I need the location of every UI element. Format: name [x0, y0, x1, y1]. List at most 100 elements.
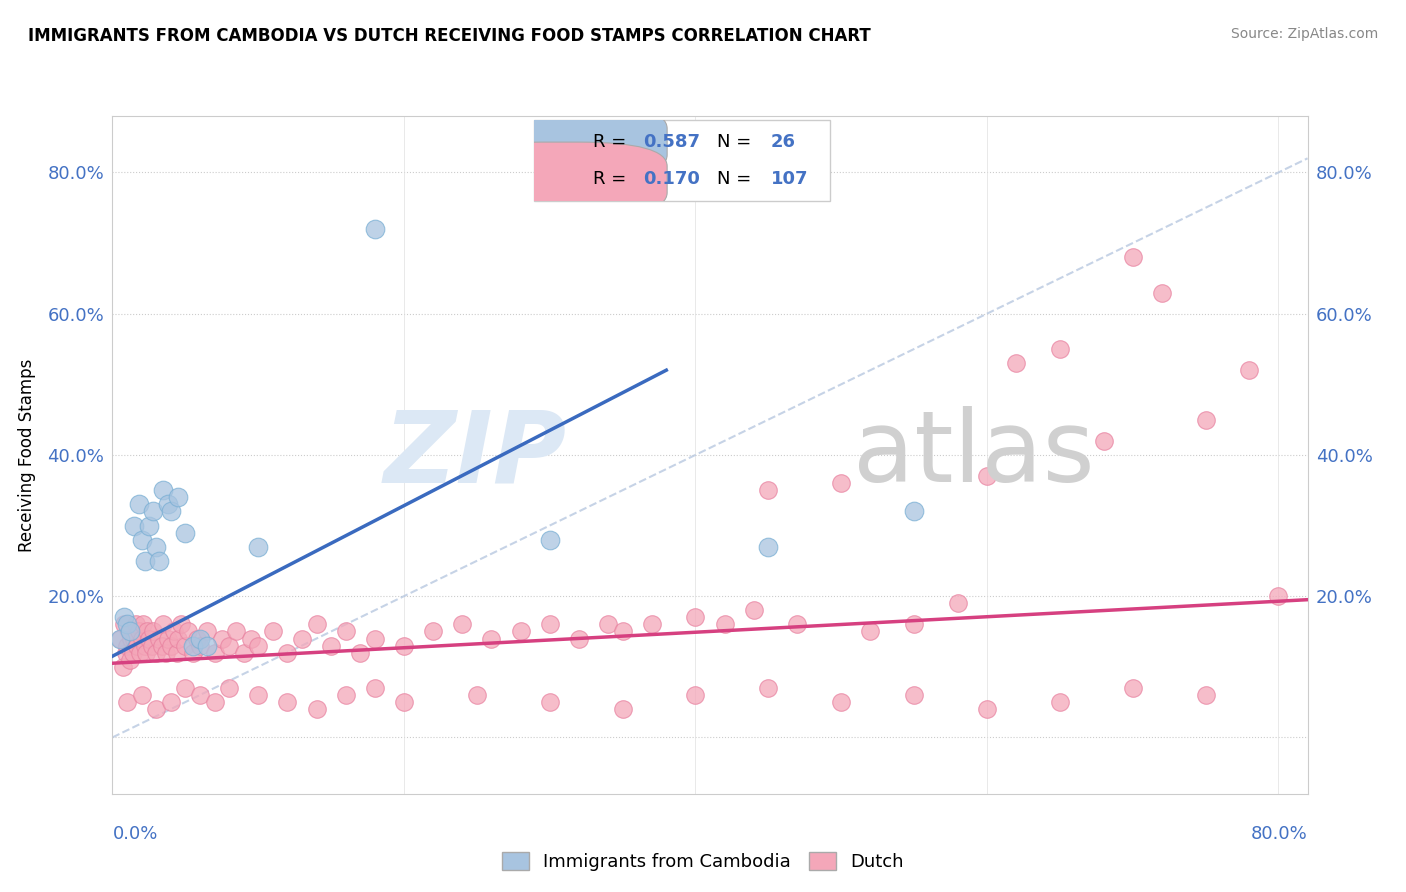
Point — [181, 639, 204, 653]
Point — [132, 617, 155, 632]
Point — [1122, 681, 1144, 695]
FancyBboxPatch shape — [454, 104, 666, 179]
Point — [114, 646, 136, 660]
Point — [830, 476, 852, 491]
Point — [115, 617, 138, 632]
Point — [305, 617, 328, 632]
Point — [976, 469, 998, 483]
Point — [108, 632, 131, 646]
Point — [1194, 412, 1216, 426]
Point — [156, 632, 179, 646]
Point — [903, 617, 925, 632]
Point — [335, 688, 357, 702]
Point — [131, 533, 153, 547]
Point — [538, 533, 561, 547]
Point — [148, 554, 170, 568]
Text: R =: R = — [593, 133, 633, 151]
Point — [155, 646, 177, 660]
Point — [174, 681, 197, 695]
Point — [204, 695, 226, 709]
Point — [129, 646, 152, 660]
Point — [422, 624, 444, 639]
Point — [786, 617, 808, 632]
Point — [138, 518, 160, 533]
Point — [364, 222, 387, 236]
Point — [136, 624, 159, 639]
Point — [247, 639, 270, 653]
Point — [538, 695, 561, 709]
Text: N =: N = — [717, 170, 758, 188]
Point — [946, 596, 969, 610]
Point — [232, 646, 254, 660]
Point — [167, 632, 190, 646]
Point — [170, 617, 193, 632]
Point — [1239, 363, 1261, 377]
Point — [111, 660, 134, 674]
Point — [364, 632, 387, 646]
Point — [174, 525, 197, 540]
Point — [159, 695, 181, 709]
Point — [742, 603, 765, 617]
Point — [117, 624, 139, 639]
Point — [118, 624, 141, 639]
Point — [145, 540, 167, 554]
Point — [127, 639, 149, 653]
Point — [859, 624, 882, 639]
Point — [145, 702, 167, 716]
Text: 0.587: 0.587 — [644, 133, 700, 151]
Point — [538, 617, 561, 632]
Point — [186, 632, 208, 646]
Point — [976, 702, 998, 716]
Text: 26: 26 — [770, 133, 796, 151]
Point — [685, 688, 707, 702]
Point — [1194, 688, 1216, 702]
Point — [152, 483, 174, 498]
Point — [128, 497, 150, 511]
Point — [305, 702, 328, 716]
Point — [131, 688, 153, 702]
Point — [276, 695, 298, 709]
Point — [188, 639, 211, 653]
Point — [142, 504, 165, 518]
Point — [392, 639, 415, 653]
Point — [596, 617, 619, 632]
Point — [218, 639, 240, 653]
Point — [124, 632, 146, 646]
Point — [685, 610, 707, 624]
Point — [115, 695, 138, 709]
Point — [148, 632, 170, 646]
Point — [181, 646, 204, 660]
Point — [134, 639, 156, 653]
Point — [903, 688, 925, 702]
Point — [156, 497, 179, 511]
Point — [465, 688, 488, 702]
Text: 0.170: 0.170 — [644, 170, 700, 188]
Point — [903, 504, 925, 518]
Point — [120, 632, 142, 646]
Point — [1092, 434, 1115, 448]
Text: IMMIGRANTS FROM CAMBODIA VS DUTCH RECEIVING FOOD STAMPS CORRELATION CHART: IMMIGRANTS FROM CAMBODIA VS DUTCH RECEIV… — [28, 27, 870, 45]
Point — [291, 632, 314, 646]
Point — [239, 632, 262, 646]
Point — [118, 653, 141, 667]
Point — [204, 646, 226, 660]
Point — [211, 632, 233, 646]
Point — [1267, 589, 1289, 603]
Point — [141, 639, 163, 653]
Point — [756, 483, 779, 498]
Text: R =: R = — [593, 170, 633, 188]
Point — [392, 695, 415, 709]
FancyBboxPatch shape — [534, 120, 830, 201]
Point — [451, 617, 474, 632]
Point — [163, 624, 186, 639]
Point — [756, 540, 779, 554]
Point — [568, 632, 591, 646]
Text: 107: 107 — [770, 170, 808, 188]
Point — [124, 518, 146, 533]
Point — [145, 646, 167, 660]
Point — [142, 624, 165, 639]
Point — [262, 624, 284, 639]
Point — [167, 490, 190, 504]
Point — [125, 617, 148, 632]
Point — [174, 639, 197, 653]
